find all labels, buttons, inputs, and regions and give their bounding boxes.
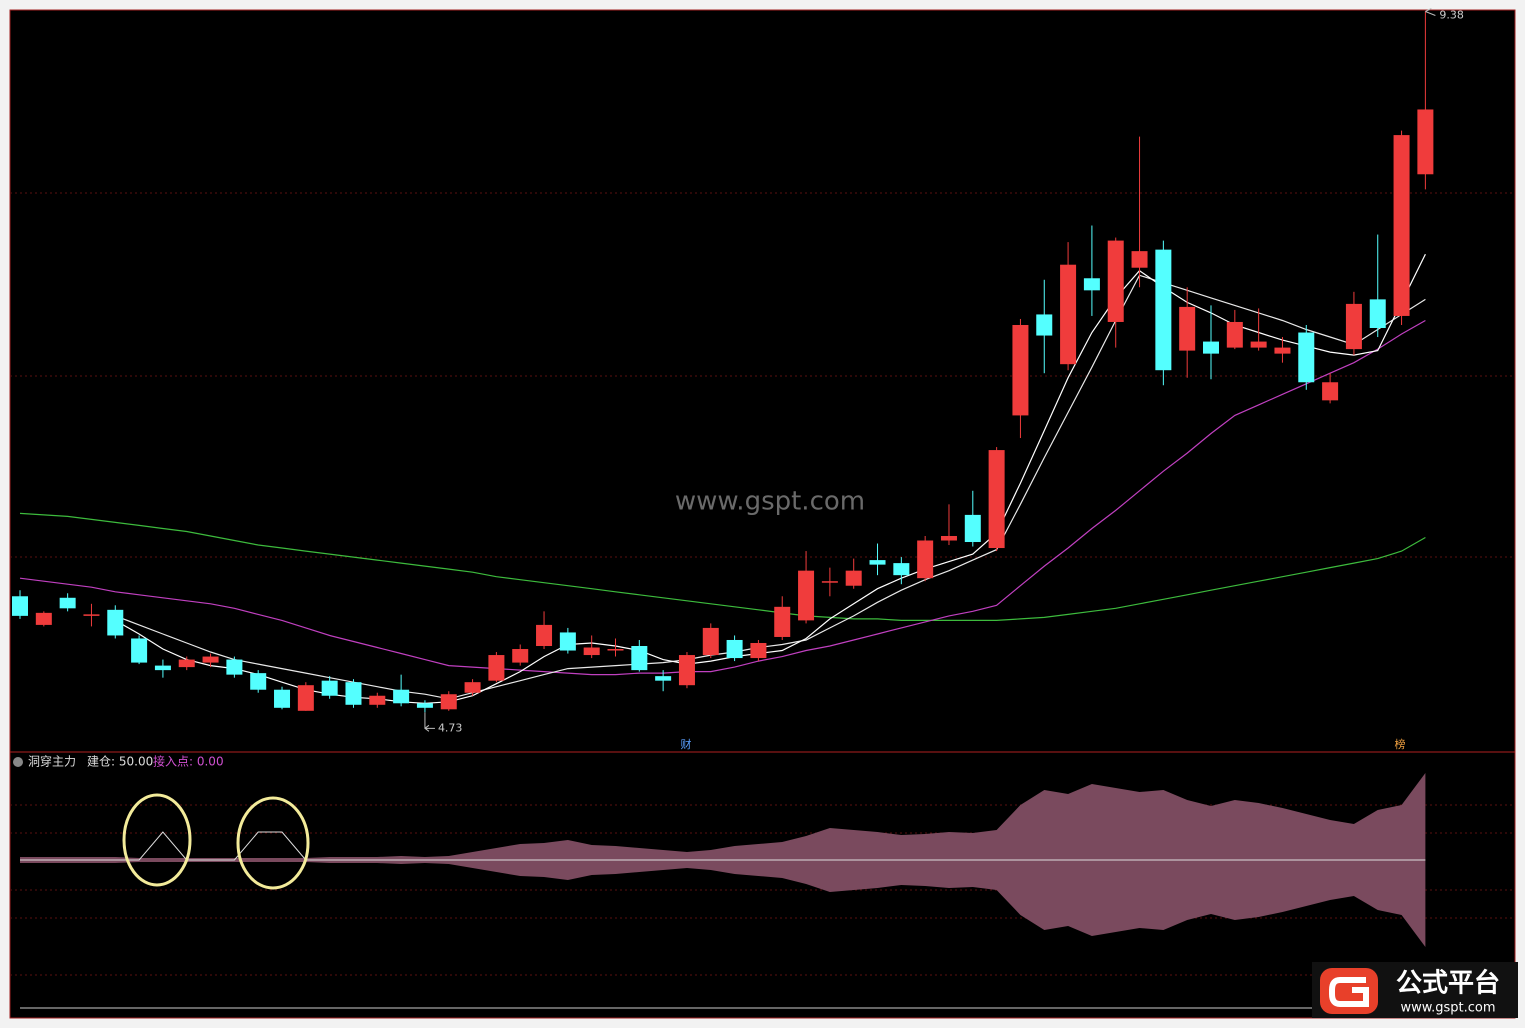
signal-line [20, 831, 1426, 861]
candle-body [869, 560, 886, 565]
legend-entry: 建仓: 50.00 [87, 755, 153, 769]
grid [10, 192, 1515, 976]
candle-body [512, 649, 529, 663]
logo-icon [1320, 968, 1378, 1014]
logo-url: www.gspt.com [1400, 1001, 1495, 1016]
candle-body [1369, 299, 1386, 329]
candle-body [131, 638, 148, 663]
candle-body [631, 646, 648, 671]
candle-body [274, 689, 291, 708]
band-area [20, 860, 1426, 947]
candle-body [393, 689, 410, 704]
candle-body [59, 597, 76, 609]
candle-body [1322, 382, 1339, 401]
indicator-title: 洞穿主力 [28, 754, 76, 769]
candle-body [1155, 249, 1172, 371]
candle-body [12, 596, 28, 616]
candle-body [35, 612, 52, 625]
candle-body [798, 570, 815, 621]
legend-entry: 接入点: 0.00 [153, 754, 224, 769]
ma-line [19, 512, 1426, 621]
label-arrow [424, 712, 435, 732]
candle-body [1083, 278, 1100, 291]
candle-body [893, 563, 910, 576]
candle-body [559, 632, 576, 651]
candle-body [917, 540, 934, 579]
candle-body [250, 673, 267, 690]
candle-body [1060, 264, 1077, 365]
candle-body [1345, 303, 1362, 350]
candle-body [821, 581, 838, 583]
highlight-circle [236, 796, 310, 890]
candle-body [202, 656, 219, 663]
candle-body [1107, 240, 1124, 322]
highlight-circle [122, 793, 192, 887]
candle-body [178, 659, 195, 668]
candle-body [83, 614, 100, 616]
candle-body [1203, 341, 1219, 354]
label-arrow [1425, 8, 1436, 16]
logo: 公式平台 www.gspt.com [1312, 962, 1518, 1018]
candle-body [226, 659, 243, 675]
candle-body [607, 649, 624, 651]
candle-body [488, 655, 505, 681]
candle-body [536, 624, 553, 647]
candle-body [345, 682, 362, 705]
event-marker: 财 [681, 737, 692, 751]
candle-body [964, 514, 981, 543]
candle-body [440, 694, 457, 710]
candle-body [464, 682, 481, 693]
candle-body [1131, 251, 1148, 268]
high-label: 9.38 [1439, 9, 1464, 22]
panel-icon [13, 757, 23, 767]
candle-body [678, 655, 695, 686]
candle-body [1274, 347, 1291, 354]
candle-body [1012, 324, 1029, 416]
band-area [20, 773, 1426, 860]
candle-body [988, 450, 1005, 549]
logo-glyph [1329, 977, 1369, 1007]
candle-body [1179, 306, 1196, 351]
candle-body [940, 535, 957, 541]
candle-body [154, 665, 171, 671]
candle-body [702, 627, 719, 656]
candle-body [1417, 109, 1434, 175]
candle-body [416, 703, 433, 708]
candle-body [321, 680, 338, 696]
candle-body [1393, 135, 1410, 316]
candle-body [774, 606, 791, 637]
logo-name: 公式平台 [1396, 968, 1500, 999]
low-label: 4.73 [438, 721, 463, 734]
ma-line [115, 274, 1426, 700]
candle-body [750, 642, 767, 659]
candle-body [297, 685, 314, 711]
candle-body [583, 647, 600, 656]
annotations [122, 793, 310, 890]
candle-body [1226, 321, 1243, 348]
watermark: www.gspt.com [675, 487, 865, 517]
candle-body [655, 676, 672, 681]
candle-body [845, 570, 862, 586]
candle-body [107, 609, 124, 636]
candle-body [369, 695, 386, 705]
candle-body [1250, 341, 1267, 348]
candle-body [1298, 332, 1315, 383]
candle-body [726, 639, 743, 659]
candle-body [1036, 314, 1053, 336]
ma-line [19, 319, 1426, 676]
event-marker: 榜 [1395, 737, 1406, 751]
